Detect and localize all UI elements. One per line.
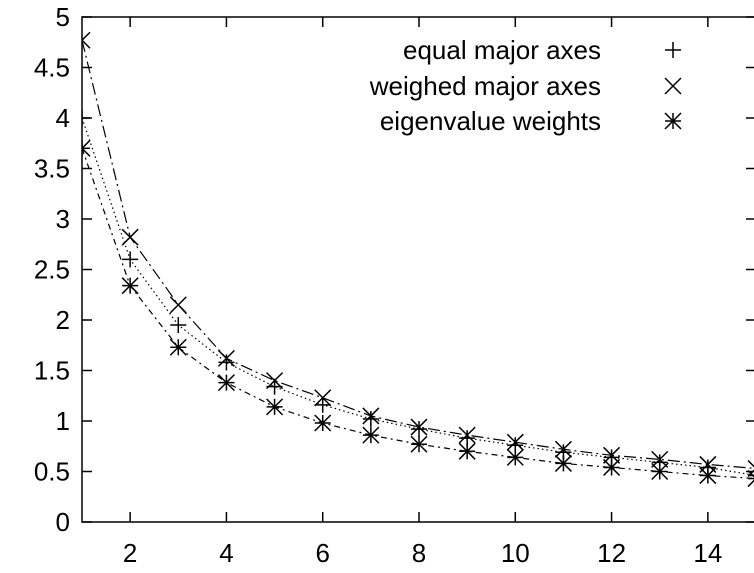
- data-point: [554, 440, 572, 458]
- legend-marker: [664, 112, 682, 130]
- data-point: [458, 426, 476, 444]
- data-point: [82, 31, 91, 49]
- data-point: [217, 349, 235, 367]
- data-point: [699, 467, 717, 485]
- x-axis: 2 4 6 8 10 12 14: [123, 17, 722, 568]
- y-tick-label: 3: [56, 204, 70, 234]
- y-tick-label: 0.5: [34, 457, 70, 487]
- data-point: [603, 446, 621, 464]
- data-point: [314, 414, 332, 432]
- data-point: [603, 458, 621, 476]
- y-tick-label: 5: [56, 2, 70, 32]
- legend-marker: [665, 42, 681, 58]
- data-point: [410, 418, 428, 436]
- y-tick-label: 3.5: [34, 154, 70, 184]
- data-point: [82, 110, 90, 126]
- series-asterisk: [82, 139, 754, 488]
- x-tick-label: 14: [693, 538, 722, 568]
- data-point: [170, 317, 187, 334]
- data-point: [121, 228, 139, 246]
- legend-label: weighed major axes: [369, 71, 601, 101]
- legend-marker: [664, 77, 682, 95]
- data-point: [362, 426, 380, 444]
- data-point: [121, 277, 139, 295]
- data-point: [362, 407, 380, 425]
- data-point: [217, 374, 235, 392]
- data-point: [314, 396, 331, 413]
- y-tick-label: 4: [56, 103, 70, 133]
- data-point: [506, 448, 524, 466]
- series-line: [82, 148, 754, 480]
- x-tick-label: 10: [501, 538, 530, 568]
- x-tick-label: 6: [315, 538, 329, 568]
- y-tick-label: 1.5: [34, 356, 70, 386]
- data-point: [122, 251, 139, 268]
- series-plus: [82, 110, 754, 477]
- series-layer: [82, 31, 754, 488]
- legend-label: eigenvalue weights: [380, 106, 601, 136]
- data-point: [748, 474, 754, 477]
- data-point: [218, 354, 235, 371]
- y-tick-label: 0: [56, 507, 70, 537]
- y-tick-label: 2.5: [34, 255, 70, 285]
- y-tick-label: 2: [56, 305, 70, 335]
- legend-label: equal major axes: [403, 35, 601, 65]
- x-tick-label: 12: [597, 538, 626, 568]
- data-point: [506, 433, 524, 451]
- y-axis: 0 0.5 1 1.5 2 2.5 3 3.5 4 4.5 5: [34, 2, 754, 537]
- data-point: [651, 462, 669, 481]
- data-point: [554, 454, 572, 472]
- data-point: [362, 410, 379, 427]
- data-point: [314, 389, 332, 407]
- data-point: [266, 398, 284, 416]
- data-point: [747, 470, 754, 488]
- x-tick-label: 2: [123, 538, 137, 568]
- y-tick-label: 4.5: [34, 53, 70, 83]
- data-point: [266, 372, 284, 390]
- data-point: [458, 442, 476, 460]
- data-point: [410, 435, 428, 453]
- y-tick-label: 1: [56, 406, 70, 436]
- data-point: [651, 450, 669, 468]
- legend: equal major axes weighed major axes eigenv…: [369, 35, 682, 136]
- x-tick-label: 8: [412, 538, 426, 568]
- series-line: [82, 40, 754, 469]
- data-point: [82, 139, 91, 157]
- x-tick-label: 4: [219, 538, 233, 568]
- data-point: [411, 421, 427, 438]
- data-point: [169, 296, 187, 314]
- data-point: [169, 338, 187, 356]
